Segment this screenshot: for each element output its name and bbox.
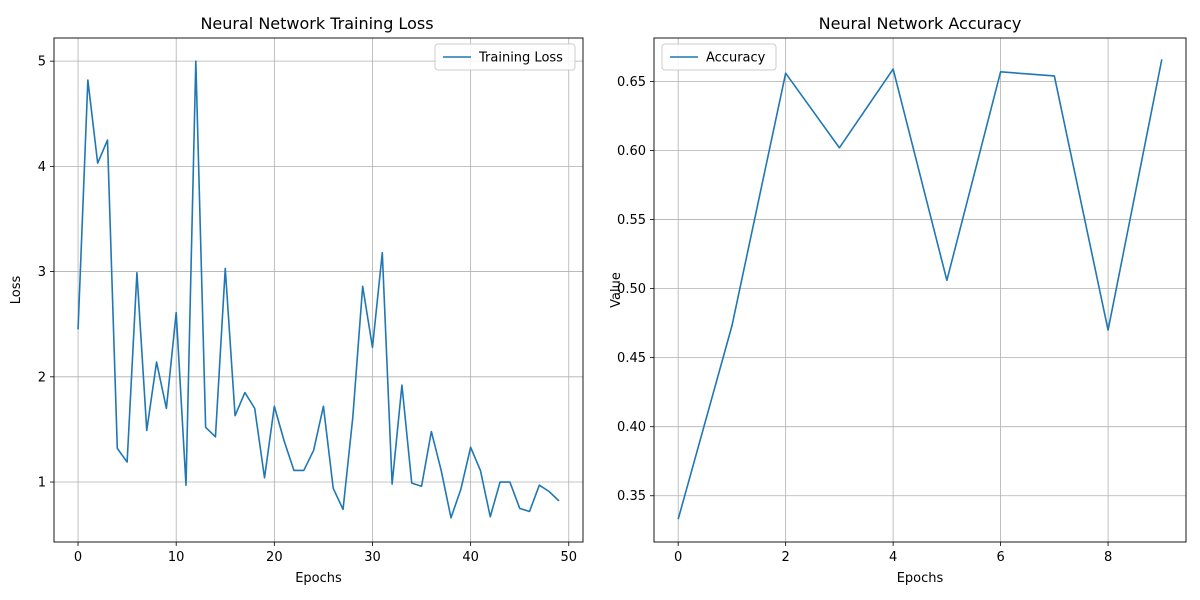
chart-title: Neural Network Training Loss bbox=[200, 14, 433, 33]
y-tick-label: 0.50 bbox=[617, 282, 646, 297]
legend: Training Loss bbox=[434, 43, 576, 71]
legend: Accuracy bbox=[661, 43, 777, 71]
x-tick-label: 6 bbox=[996, 550, 1004, 565]
x-tick-label: 40 bbox=[462, 550, 479, 565]
x-tick-label: 8 bbox=[1104, 550, 1112, 565]
legend-box bbox=[434, 43, 576, 71]
axes-frame bbox=[53, 37, 584, 543]
y-tick-label: 1 bbox=[38, 476, 46, 491]
x-tick-label: 2 bbox=[782, 550, 790, 565]
y-tick-label: 0.35 bbox=[617, 489, 646, 504]
axes-frame bbox=[653, 37, 1187, 543]
y-tick-label: 0.55 bbox=[617, 213, 646, 228]
x-tick-label: 0 bbox=[74, 550, 82, 565]
y-tick-label: 0.65 bbox=[617, 75, 646, 90]
y-tick-label: 5 bbox=[38, 55, 46, 70]
series-line-1 bbox=[77, 60, 560, 519]
legend-box bbox=[661, 43, 777, 71]
x-axis-label: Epochs bbox=[897, 571, 944, 586]
x-tick-label: 4 bbox=[889, 550, 897, 565]
x-tick-label: 10 bbox=[168, 550, 185, 565]
chart-panel-1: 0 10 20 30 40 50 1 2 3 4 5 Neural Network Training … bbox=[9, 14, 584, 586]
chart-panel-2: 0 2 4 6 8 0.35 0.40 0.45 0.50 0.55 0.60 0.65 Neural … bbox=[609, 14, 1187, 586]
x-tick-label: 30 bbox=[364, 550, 381, 565]
y-tick-label: 3 bbox=[38, 265, 46, 280]
y-tick-label: 0.60 bbox=[617, 144, 646, 159]
legend-label: Accuracy bbox=[706, 51, 766, 66]
x-axis-label: Epochs bbox=[295, 571, 342, 586]
y-tick-label: 2 bbox=[38, 370, 46, 385]
y-axis-label: Value bbox=[609, 272, 624, 308]
x-tick-label: 50 bbox=[560, 550, 577, 565]
x-tick-label: 0 bbox=[674, 550, 682, 565]
y-axis-label: Loss bbox=[9, 276, 24, 305]
legend-label: Training Loss bbox=[478, 51, 563, 66]
x-tick-label: 20 bbox=[266, 550, 283, 565]
y-tick-label: 4 bbox=[38, 160, 46, 175]
chart-title: Neural Network Accuracy bbox=[819, 14, 1022, 33]
series-line-1 bbox=[677, 59, 1163, 520]
y-tick-label: 0.45 bbox=[617, 351, 646, 366]
y-tick-label: 0.40 bbox=[617, 420, 646, 435]
